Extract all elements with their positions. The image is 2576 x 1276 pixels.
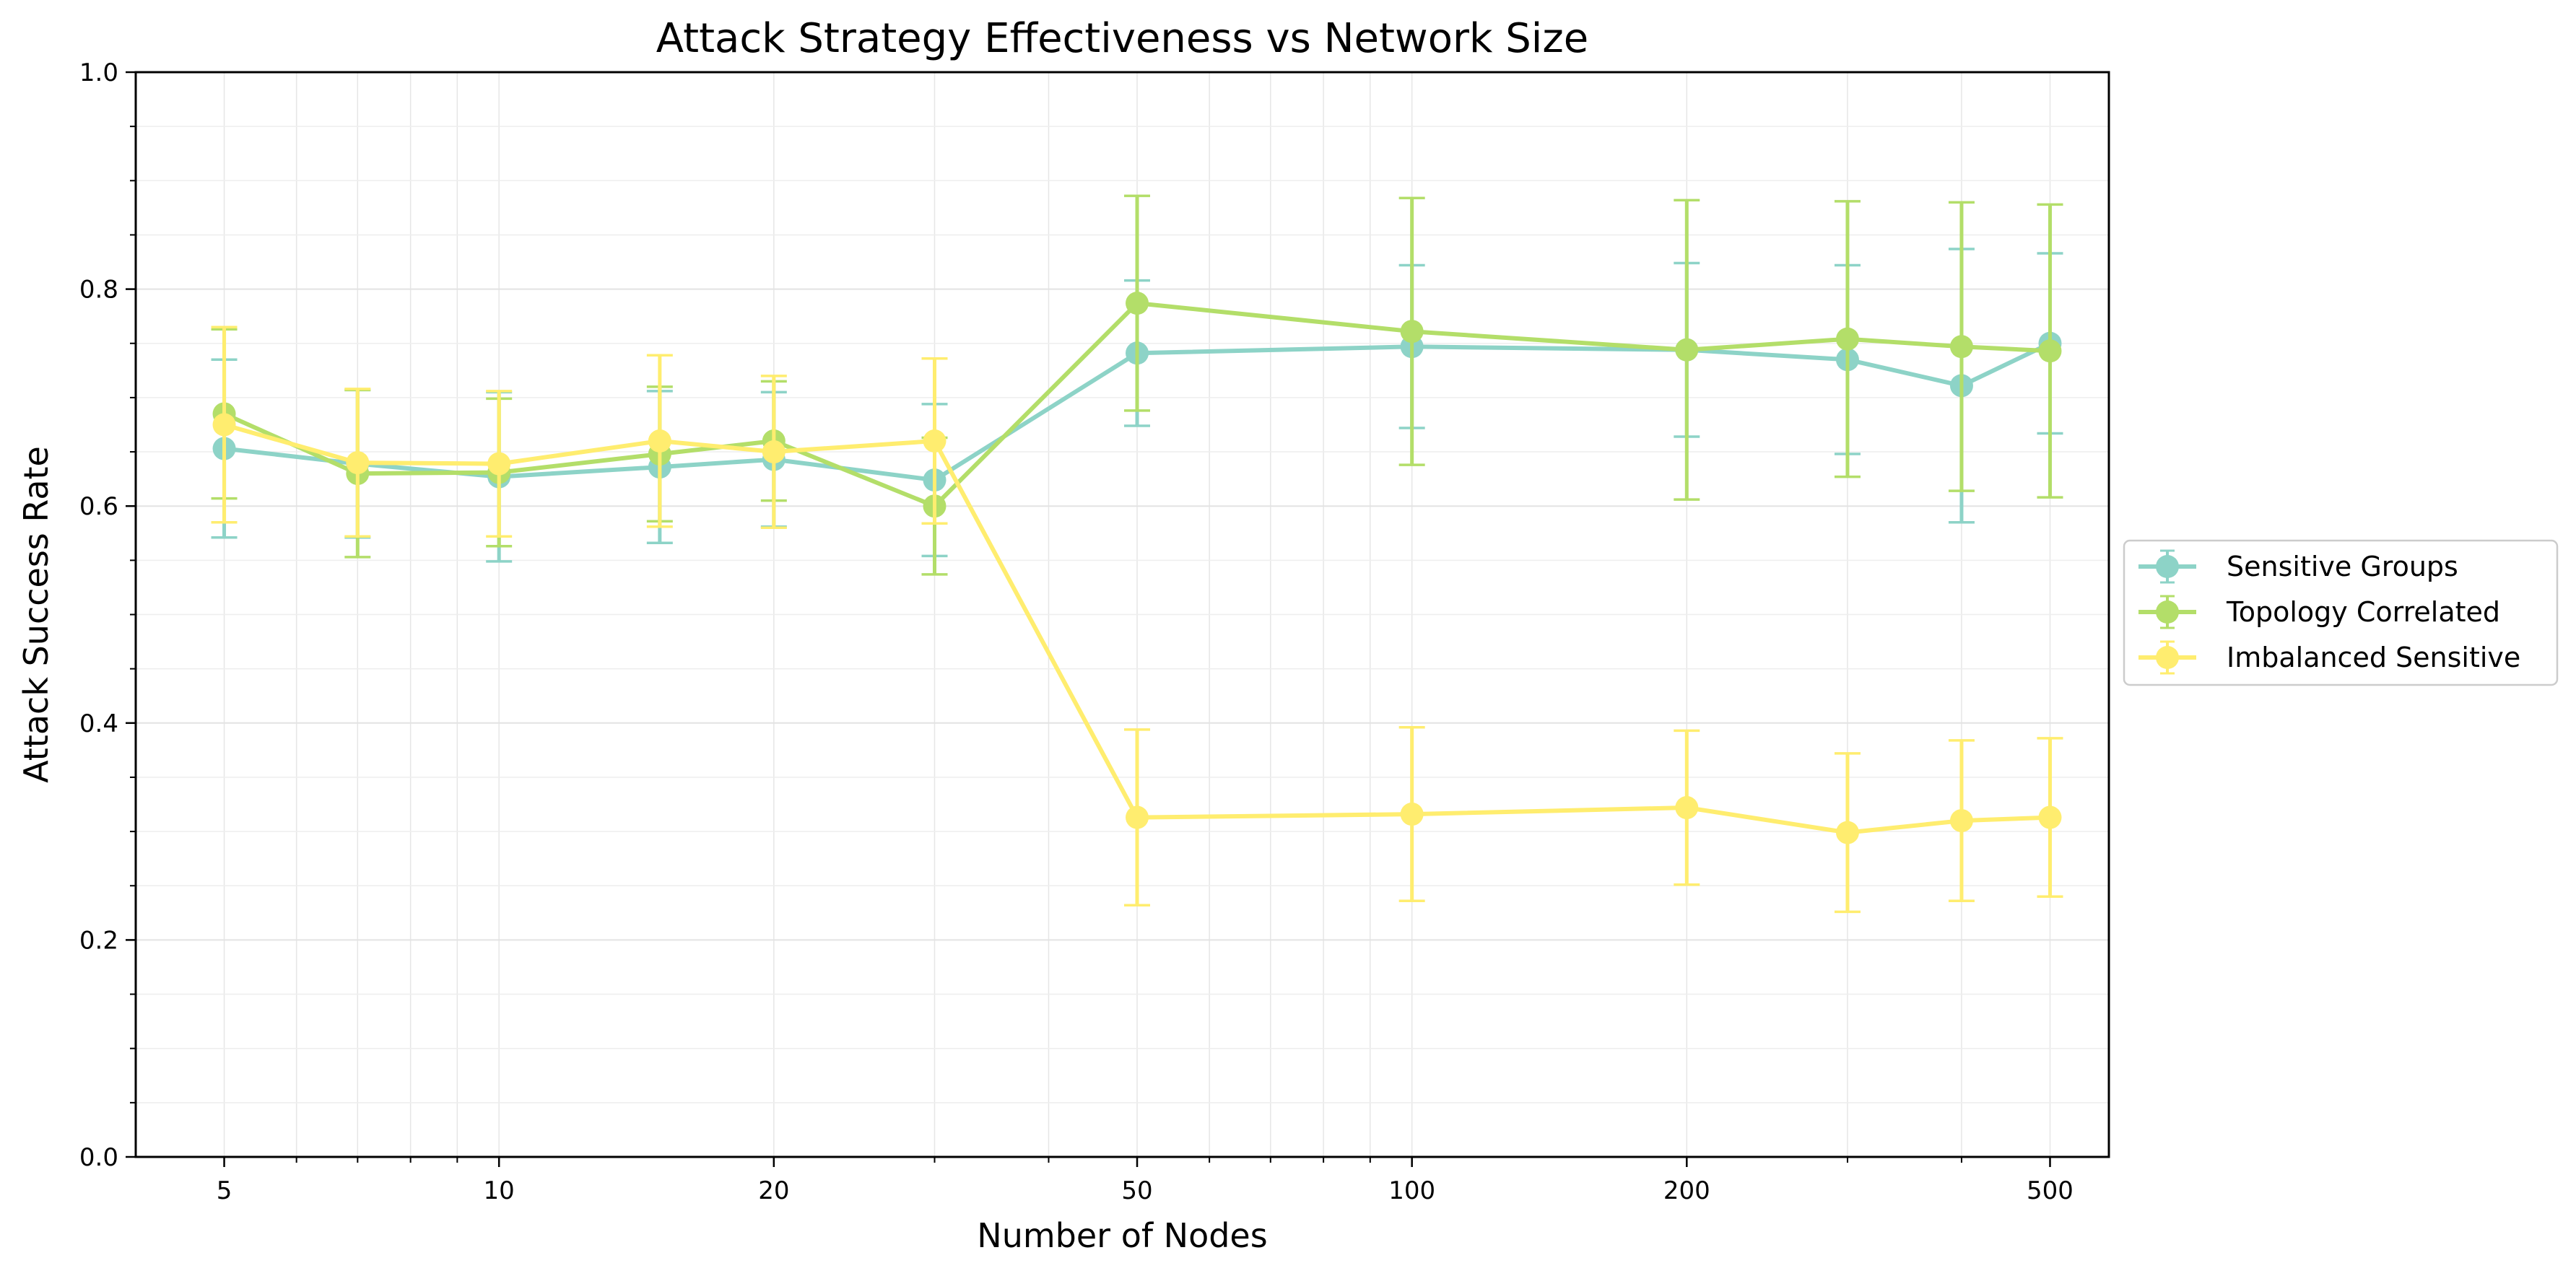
x-tick-label: 200: [1663, 1176, 1710, 1205]
x-tick-label: 10: [484, 1176, 515, 1205]
data-point: [1126, 292, 1149, 315]
x-tick-label: 500: [2027, 1176, 2074, 1205]
data-point: [1949, 335, 1973, 359]
y-tick-label: 0.4: [79, 709, 118, 738]
grid: [136, 71, 2109, 1158]
y-tick-label: 0.0: [79, 1143, 118, 1172]
legend-marker: [2156, 600, 2179, 624]
axis-ticks: 0.0 0.2 0.4 0.6 0.8 1.0 5 10 20 50 100 200 500: [79, 58, 2074, 1205]
legend-frame: [2123, 539, 2559, 686]
data-point: [1126, 805, 1149, 829]
data-point: [1675, 338, 1699, 362]
data-point: [648, 429, 671, 453]
y-tick-label: 1.0: [79, 58, 118, 87]
series-layer: [211, 194, 2063, 914]
data-point: [923, 429, 947, 453]
data-point: [1949, 809, 1973, 833]
x-tick-label: 20: [758, 1176, 789, 1205]
series-2: [211, 325, 2063, 914]
legend: Sensitive Groups Topology Correlated Imbal…: [2123, 539, 2559, 686]
data-point: [1835, 821, 1859, 844]
data-point: [1675, 796, 1699, 820]
y-tick-label: 0.2: [79, 926, 118, 955]
data-point: [2038, 805, 2062, 829]
x-tick-label: 5: [217, 1176, 232, 1205]
x-tick-label: 100: [1388, 1176, 1435, 1205]
legend-marker: [2156, 555, 2179, 578]
chart-title: Attack Strategy Effectiveness vs Network…: [656, 15, 1588, 62]
data-point: [212, 413, 236, 437]
series-line: [223, 301, 2050, 509]
legend-label: Imbalanced Sensitive: [2227, 642, 2520, 673]
data-point: [2038, 339, 2062, 363]
legend-label: Sensitive Groups: [2227, 551, 2458, 582]
data-point: [1835, 327, 1859, 351]
legend-marker: [2156, 646, 2179, 669]
data-point: [1400, 320, 1424, 344]
legend-label: Topology Correlated: [2226, 596, 2500, 628]
x-axis-label: Number of Nodes: [977, 1216, 1267, 1255]
data-point: [346, 451, 370, 475]
y-axis-label: Attack Success Rate: [17, 446, 56, 783]
data-point: [1400, 803, 1424, 826]
y-tick-label: 0.6: [79, 492, 118, 521]
y-tick-label: 0.8: [79, 276, 118, 305]
series-line: [223, 422, 2050, 835]
data-point: [762, 440, 786, 464]
x-tick-label: 50: [1121, 1176, 1152, 1205]
data-point: [487, 452, 511, 476]
